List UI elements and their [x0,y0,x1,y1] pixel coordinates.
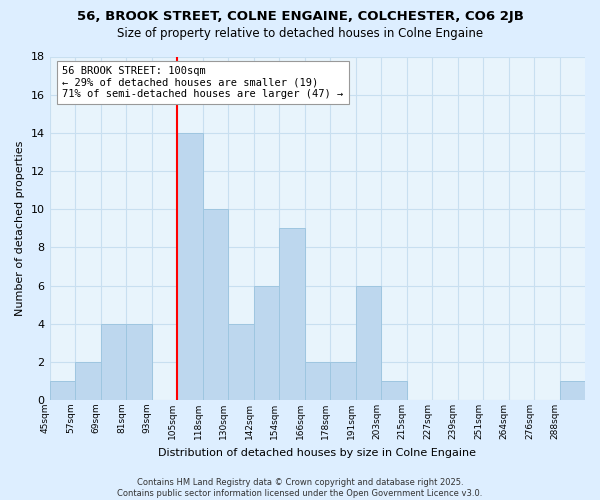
X-axis label: Distribution of detached houses by size in Colne Engaine: Distribution of detached houses by size … [158,448,476,458]
Bar [126,324,152,400]
Bar [279,228,305,400]
Bar [228,324,254,400]
Bar [50,381,75,400]
Bar [381,381,407,400]
Bar [101,324,126,400]
Bar [75,362,101,400]
Bar [330,362,356,400]
Y-axis label: Number of detached properties: Number of detached properties [15,140,25,316]
Text: 56, BROOK STREET, COLNE ENGAINE, COLCHESTER, CO6 2JB: 56, BROOK STREET, COLNE ENGAINE, COLCHES… [77,10,523,23]
Bar [203,209,228,400]
Bar [356,286,381,400]
Bar [305,362,330,400]
Text: 56 BROOK STREET: 100sqm
← 29% of detached houses are smaller (19)
71% of semi-de: 56 BROOK STREET: 100sqm ← 29% of detache… [62,66,344,99]
Text: Contains HM Land Registry data © Crown copyright and database right 2025.
Contai: Contains HM Land Registry data © Crown c… [118,478,482,498]
Bar [560,381,585,400]
Text: Size of property relative to detached houses in Colne Engaine: Size of property relative to detached ho… [117,28,483,40]
Bar [254,286,279,400]
Bar [177,133,203,400]
